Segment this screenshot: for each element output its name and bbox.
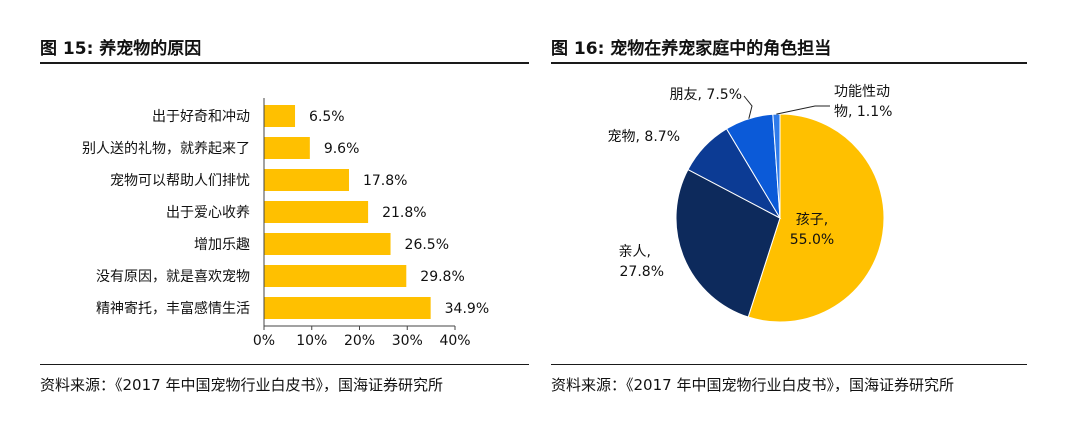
bar xyxy=(264,137,310,159)
pie-slice xyxy=(675,168,781,318)
right-title-rule xyxy=(551,62,1027,64)
data-label: 17.8% xyxy=(363,173,407,189)
bar xyxy=(264,297,431,319)
slice-label: 55.0% xyxy=(790,232,834,248)
bar xyxy=(264,105,296,127)
data-label: 29.8% xyxy=(420,269,464,285)
left-title-rule xyxy=(40,62,529,64)
left-figure-title: 图 15: 养宠物的原因 xyxy=(40,39,202,59)
x-tick-label: 40% xyxy=(439,333,470,349)
right-source-rule xyxy=(551,364,1027,365)
slice-label: 27.8% xyxy=(620,264,664,280)
data-label: 34.9% xyxy=(445,301,489,317)
category-label: 出于好奇和冲动 xyxy=(152,108,250,125)
data-label: 9.6% xyxy=(324,141,360,157)
pie-slice xyxy=(747,113,885,323)
slice-label: 物, 1.1% xyxy=(834,104,892,120)
category-label: 宠物可以帮助人们排忧 xyxy=(110,173,250,189)
x-tick-label: 10% xyxy=(296,333,327,349)
category-label: 增加乐趣 xyxy=(194,237,250,253)
reasons-bar-chart: 出于好奇和冲动 6.5% 别人送的礼物，就养起来了 9.6% 宠物可以帮助人们排忧 17.… xyxy=(82,98,489,349)
data-label: 26.5% xyxy=(405,237,449,253)
bar xyxy=(264,233,391,255)
data-label: 6.5% xyxy=(309,109,345,125)
leader-line xyxy=(776,105,830,115)
leader-line xyxy=(743,95,753,119)
slice-label: 亲人, xyxy=(619,244,651,260)
right-source-note: 资料来源：《2017 年中国宠物行业白皮书》，国海证券研究所 xyxy=(551,376,954,394)
slice-label: 朋友, 7.5% xyxy=(670,87,742,103)
data-label: 21.8% xyxy=(382,205,426,221)
category-label: 出于爱心收养 xyxy=(166,205,250,221)
bar xyxy=(264,265,407,287)
category-label: 精神寄托，丰富感情生活 xyxy=(96,300,250,317)
slice-label: 功能性动 xyxy=(834,84,890,100)
left-source-note: 资料来源：《2017 年中国宠物行业白皮书》，国海证券研究所 xyxy=(40,376,443,394)
right-figure-title: 图 16: 宠物在养宠家庭中的角色担当 xyxy=(551,39,832,59)
slice-label: 孩子, xyxy=(796,212,828,228)
category-label: 没有原因，就是喜欢宠物 xyxy=(96,269,250,285)
bar xyxy=(264,169,349,191)
x-tick-label: 30% xyxy=(392,333,423,349)
slice-label: 宠物, 8.7% xyxy=(608,129,680,145)
category-label: 别人送的礼物，就养起来了 xyxy=(82,141,250,157)
bar xyxy=(264,201,369,223)
left-source-rule xyxy=(40,364,529,365)
x-tick-label: 20% xyxy=(344,333,375,349)
x-tick-label: 0% xyxy=(253,333,275,349)
